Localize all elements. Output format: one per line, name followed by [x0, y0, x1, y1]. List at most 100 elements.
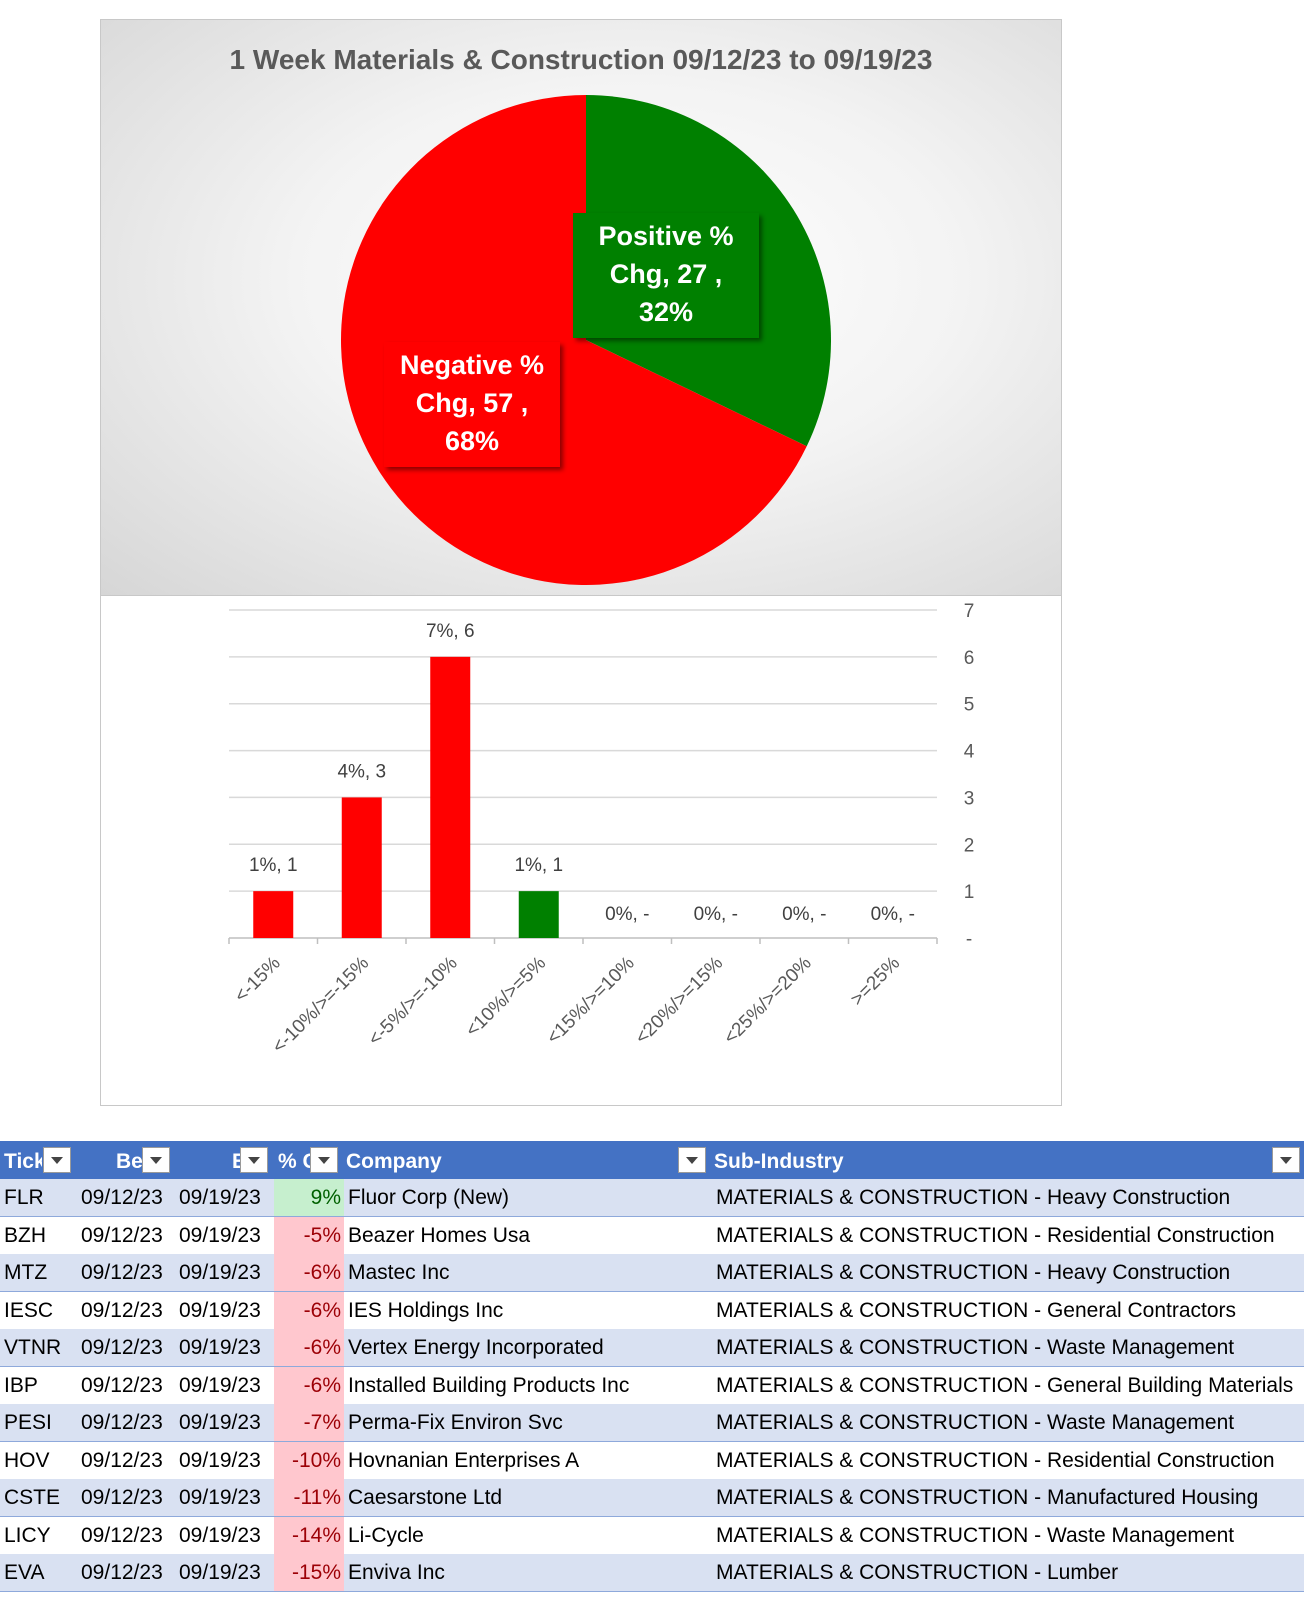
x-category-label: <10%/>=5% — [462, 953, 551, 1042]
ticker-cell: CSTE — [4, 1486, 61, 1509]
data-table: Tick Be E % C Company Sub-Industry FLR 09… — [0, 1141, 1304, 1597]
company-cell: Li-Cycle — [348, 1523, 424, 1547]
x-category-label: <-5%/>=-10% — [364, 953, 461, 1050]
filter-dropdown-icon[interactable] — [240, 1147, 268, 1173]
begin-date-cell: 09/12/23 — [81, 1523, 163, 1547]
x-category-label: <20%/>=15% — [631, 953, 727, 1049]
y-tick-label: 1 — [964, 882, 975, 903]
bar-chart: 1%, 1 4%, 3 7%, 6 1%, 1 0%, - 0%, - 0%, - 0%, -… — [228, 601, 975, 1058]
x-category-label: <-15% — [231, 953, 285, 1007]
end-date-cell: 09/19/23 — [179, 1486, 261, 1509]
begin-date-cell: 09/12/23 — [81, 1486, 163, 1509]
table-row[interactable]: IESC 09/12/23 09/19/23 -6% IES Holdings Inc M… — [0, 1291, 1304, 1330]
company-cell: IES Holdings Inc — [348, 1298, 504, 1322]
company-cell: Beazer Homes Usa — [348, 1223, 531, 1247]
pie-data-label: Positive % — [598, 221, 733, 251]
sub-industry-cell: MATERIALS & CONSTRUCTION - Residential C… — [716, 1223, 1275, 1247]
bar-data-label: 4%, 3 — [337, 761, 386, 782]
pie-data-label: Chg, 57 , — [416, 388, 529, 418]
filter-dropdown-icon[interactable] — [1272, 1147, 1300, 1173]
pct-change-cell: 9% — [274, 1179, 344, 1216]
table-row[interactable]: FLR 09/12/23 09/19/23 9% Fluor Corp (New) MAT… — [0, 1179, 1304, 1217]
y-tick-label: 3 — [964, 788, 975, 809]
x-category-label: <25%/>=20% — [720, 953, 816, 1049]
pct-change-cell: -6% — [274, 1329, 344, 1366]
y-tick-label: 7 — [964, 601, 975, 622]
sub-industry-cell: MATERIALS & CONSTRUCTION - Manufactured … — [716, 1486, 1259, 1509]
filter-dropdown-icon[interactable] — [310, 1147, 338, 1173]
end-date-cell: 09/19/23 — [179, 1448, 261, 1472]
bar-data-label: 1%, 1 — [514, 855, 563, 876]
begin-date-cell: 09/12/23 — [81, 1373, 163, 1397]
sub-industry-cell: MATERIALS & CONSTRUCTION - Waste Managem… — [716, 1411, 1235, 1434]
end-date-cell: 09/19/23 — [179, 1561, 261, 1584]
y-tick-label: - — [966, 929, 972, 950]
x-category-label: <-10%/>=-15% — [268, 953, 373, 1058]
end-date-cell: 09/19/23 — [179, 1336, 261, 1359]
table-row[interactable]: CSTE 09/12/23 09/19/23 -11% Caesarstone Ltd M… — [0, 1479, 1304, 1517]
bar-data-label: 0%, - — [782, 904, 826, 925]
company-cell: Caesarstone Ltd — [348, 1486, 503, 1509]
pie-data-label-box — [384, 342, 560, 467]
y-tick-label: 4 — [964, 742, 975, 763]
filter-dropdown-icon[interactable] — [678, 1147, 706, 1173]
begin-date-cell: 09/12/23 — [81, 1298, 163, 1322]
y-tick-label: 2 — [964, 835, 975, 856]
bar — [341, 797, 382, 938]
company-cell: Installed Building Products Inc — [348, 1373, 630, 1397]
company-cell: Mastec Inc — [348, 1261, 450, 1284]
company-cell: Fluor Corp (New) — [348, 1186, 510, 1209]
ticker-cell: BZH — [4, 1223, 46, 1247]
sub-industry-cell: MATERIALS & CONSTRUCTION - Heavy Constru… — [716, 1261, 1231, 1284]
ticker-cell: VTNR — [4, 1336, 62, 1359]
bar-data-label: 0%, - — [694, 904, 738, 925]
header-company: Company — [346, 1150, 442, 1173]
end-date-cell: 09/19/23 — [179, 1411, 261, 1434]
x-category-label: <15%/>=10% — [543, 953, 639, 1049]
ticker-cell: MTZ — [4, 1261, 48, 1284]
sub-industry-cell: MATERIALS & CONSTRUCTION - Waste Managem… — [716, 1523, 1235, 1547]
pct-change-cell: -10% — [274, 1441, 344, 1479]
table-row[interactable]: PESI 09/12/23 09/19/23 -7% Perma-Fix Environ… — [0, 1404, 1304, 1442]
filter-dropdown-icon[interactable] — [43, 1147, 71, 1173]
ticker-cell: PESI — [4, 1411, 52, 1434]
pie-chart-panel: 1 Week Materials & Construction 09/12/23… — [100, 19, 1062, 596]
company-cell: Enviva Inc — [348, 1561, 445, 1584]
begin-date-cell: 09/12/23 — [81, 1448, 163, 1472]
begin-date-cell: 09/12/23 — [81, 1411, 163, 1434]
pie-chart: Positive % Chg, 27 , 32% Negative % Chg, 57 … — [340, 95, 831, 585]
table-row[interactable]: LICY 09/12/23 09/19/23 -14% Li-Cycle MATERIAL… — [0, 1516, 1304, 1555]
company-cell: Perma-Fix Environ Svc — [348, 1411, 563, 1434]
table-row[interactable]: MTZ 09/12/23 09/19/23 -6% Mastec Inc MATERIAL… — [0, 1254, 1304, 1292]
ticker-cell: EVA — [4, 1561, 45, 1584]
pie-data-label: Chg, 27 , — [610, 259, 723, 289]
bar-data-label: 7%, 6 — [426, 621, 475, 642]
table-row[interactable]: BZH 09/12/23 09/19/23 -5% Beazer Homes Usa MA… — [0, 1216, 1304, 1255]
table-row[interactable]: EVA 09/12/23 09/19/23 -15% Enviva Inc MATERIA… — [0, 1554, 1304, 1592]
ticker-cell: HOV — [4, 1448, 50, 1472]
filter-dropdown-icon[interactable] — [142, 1147, 170, 1173]
header-sub-industry: Sub-Industry — [714, 1150, 844, 1173]
bar-chart-panel: 1%, 1 4%, 3 7%, 6 1%, 1 0%, - 0%, - 0%, - 0%, -… — [100, 596, 1062, 1106]
pct-change-cell: -6% — [274, 1291, 344, 1329]
sub-industry-cell: MATERIALS & CONSTRUCTION - Lumber — [716, 1561, 1119, 1584]
sub-industry-cell: MATERIALS & CONSTRUCTION - Heavy Constru… — [716, 1186, 1231, 1209]
table-row[interactable]: VTNR 09/12/23 09/19/23 -6% Vertex Energy Inc… — [0, 1329, 1304, 1367]
bar-data-label: 1%, 1 — [249, 855, 298, 876]
sub-industry-cell: MATERIALS & CONSTRUCTION - Residential C… — [716, 1448, 1275, 1472]
sub-industry-cell: MATERIALS & CONSTRUCTION - General Build… — [716, 1373, 1294, 1397]
sub-industry-cell: MATERIALS & CONSTRUCTION - Waste Managem… — [716, 1336, 1235, 1359]
table-row[interactable]: IBP 09/12/23 09/19/23 -6% Installed Building… — [0, 1366, 1304, 1405]
pct-change-cell: -15% — [274, 1554, 344, 1591]
begin-date-cell: 09/12/23 — [81, 1186, 163, 1209]
header-end: E — [232, 1150, 242, 1173]
table-row[interactable]: HOV 09/12/23 09/19/23 -10% Hovnanian Enterpr… — [0, 1441, 1304, 1480]
pie-data-label-box — [573, 213, 759, 338]
end-date-cell: 09/19/23 — [179, 1186, 261, 1209]
header-ticker: Tick — [4, 1150, 42, 1173]
table-header: Tick Be E % C Company Sub-Industry — [0, 1141, 1304, 1179]
pie-data-label: Negative % — [400, 350, 544, 380]
end-date-cell: 09/19/23 — [179, 1523, 261, 1547]
y-tick-label: 6 — [964, 648, 975, 669]
begin-date-cell: 09/12/23 — [81, 1223, 163, 1247]
